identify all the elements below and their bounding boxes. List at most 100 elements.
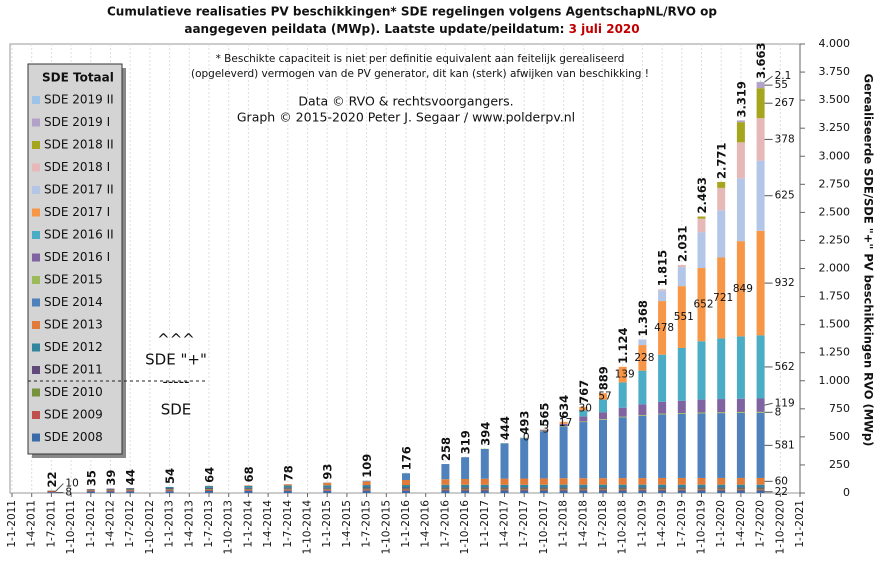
- x-tick-label: 1-1-2019: [636, 500, 648, 548]
- x-tick-label: 1-10-2019: [696, 500, 708, 554]
- bar-segment: [697, 484, 706, 488]
- bar-segment: [461, 489, 470, 491]
- annotation: ^^^: [157, 331, 195, 349]
- x-tick-label: 1-1-2012: [85, 500, 97, 548]
- bar-segment: [658, 414, 667, 478]
- total-label: 493: [518, 411, 532, 435]
- total-label: 3.319: [734, 81, 748, 117]
- bar-segment: [756, 477, 765, 485]
- y-tick-label: 3.000: [819, 149, 851, 162]
- legend-label: SDE 2018 I: [44, 160, 110, 174]
- bar-segment: [697, 490, 706, 493]
- legend-label: SDE 2018 II: [44, 138, 114, 152]
- bar-segment: [658, 354, 667, 402]
- x-tick-label: 1-4-2013: [183, 500, 195, 548]
- bar-segment: [618, 366, 627, 383]
- bar-segment: [736, 178, 745, 242]
- bar-segment: [736, 477, 745, 485]
- bar-segment: [697, 487, 706, 489]
- bar-segment: [244, 488, 253, 490]
- bar-segment: [677, 286, 686, 348]
- legend-label: SDE 2013: [44, 318, 103, 332]
- bar-segment: [638, 415, 647, 479]
- bar-segment: [205, 490, 213, 493]
- bar-segment: [402, 479, 410, 486]
- bar-segment: [756, 230, 765, 336]
- total-label: 319: [459, 430, 473, 454]
- value-label: 652: [693, 299, 713, 311]
- total-label: 64: [203, 467, 217, 483]
- bar-segment: [677, 477, 686, 485]
- bar-segment: [539, 488, 548, 490]
- bar-segment: [697, 488, 706, 490]
- x-tick-label: 1-7-2017: [518, 500, 530, 548]
- bar-segment: [736, 489, 745, 491]
- bar-segment: [362, 485, 371, 488]
- bar-segment: [717, 338, 726, 400]
- bar-segment: [205, 486, 213, 488]
- legend-title: SDE Totaal: [42, 71, 114, 85]
- total-label: 3.663: [754, 42, 768, 78]
- y-tick-label: 250: [829, 458, 850, 471]
- bar-segment: [717, 187, 726, 211]
- value-label: 478: [654, 322, 674, 334]
- value-label: 3: [543, 424, 550, 436]
- bar-segment: [283, 488, 292, 490]
- total-label: 176: [400, 446, 414, 470]
- y-tick-label: 2.500: [819, 205, 851, 218]
- y-tick-label: 2.250: [819, 233, 851, 246]
- bar-segment: [283, 484, 292, 486]
- legend-swatch: [32, 253, 40, 262]
- y-tick-label: 3.750: [819, 65, 851, 78]
- bar-segment: [441, 489, 450, 491]
- bar-segment: [579, 487, 588, 489]
- legend-label: SDE 2019 I: [44, 115, 110, 129]
- legend-swatch: [32, 231, 40, 239]
- legend-label: SDE 2008: [44, 430, 103, 444]
- bar-segment: [362, 488, 371, 490]
- bar-segment: [520, 478, 529, 485]
- x-tick-label: 1-10-2016: [459, 500, 471, 555]
- bar-segment: [283, 489, 292, 491]
- note: (opgeleverd) vermogen van de PV generato…: [191, 68, 649, 80]
- bar-segment: [697, 216, 706, 219]
- bar-segment: [559, 489, 568, 491]
- bar-segment: [736, 241, 745, 337]
- legend-swatch: [32, 298, 40, 307]
- bar-segment: [579, 416, 588, 422]
- bar-segment: [402, 488, 410, 490]
- total-label: 109: [360, 454, 374, 478]
- bar-segment: [323, 487, 332, 489]
- bar-segment: [559, 425, 568, 427]
- bar-segment: [756, 82, 765, 89]
- bar-segment: [658, 413, 667, 415]
- bar-segment: [559, 423, 568, 426]
- value-label: 119: [775, 397, 795, 409]
- value-label: 0: [523, 432, 530, 444]
- bar-segment: [559, 484, 568, 488]
- bar-segment: [618, 488, 627, 490]
- bar-segment: [658, 477, 667, 485]
- total-label: 1.368: [636, 300, 650, 336]
- bar-segment: [599, 478, 607, 485]
- value-label: 55: [775, 79, 788, 91]
- value-label: 10: [65, 478, 78, 490]
- bar-segment: [736, 487, 745, 489]
- legend-swatch: [32, 388, 40, 397]
- total-label: 1.124: [616, 327, 630, 363]
- plot-area: 1-1-2011 1-4-2011 1-7-2011 1-10-2011 1-1-201…: [6, 37, 850, 554]
- x-tick-label: 1-7-2011: [45, 500, 57, 548]
- bar-segment: [559, 488, 568, 490]
- legend-label: SDE 2017 I: [44, 205, 110, 219]
- total-label: 1.815: [656, 250, 670, 286]
- x-tick-label: 1-4-2011: [26, 500, 38, 548]
- x-tick-label: 1-7-2015: [361, 500, 373, 548]
- bar-segment: [165, 491, 174, 493]
- chart-title: aangegeven peildata (MWp). Laatste updat…: [184, 22, 568, 36]
- x-tick-label: 1-10-2011: [65, 500, 77, 554]
- bar-segment: [461, 488, 470, 490]
- legend-swatch: [32, 276, 40, 284]
- bar-segment: [618, 407, 627, 417]
- bar-segment: [323, 482, 332, 486]
- bar-segment: [244, 487, 253, 489]
